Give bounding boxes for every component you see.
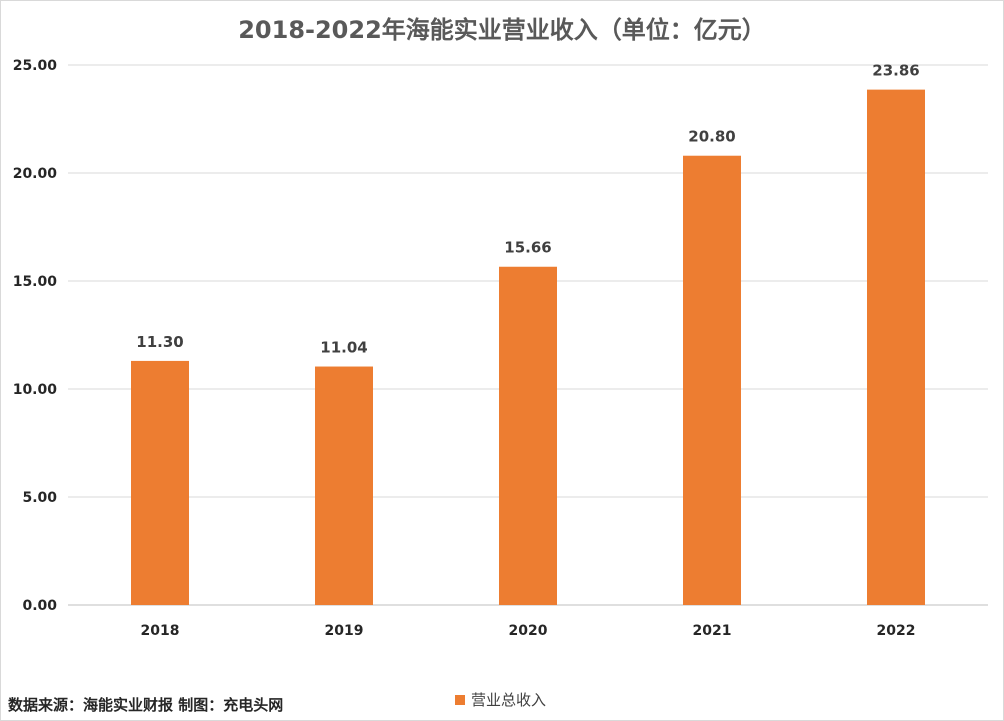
x-tick-label: 2020 bbox=[509, 623, 548, 639]
data-label: 23.86 bbox=[872, 62, 919, 80]
bar bbox=[315, 366, 373, 605]
legend-swatch bbox=[455, 694, 465, 705]
data-label: 11.30 bbox=[136, 333, 183, 351]
data-label: 20.80 bbox=[688, 128, 735, 146]
legend: 营业总收入 bbox=[455, 689, 546, 710]
legend-label: 营业总收入 bbox=[471, 691, 547, 709]
data-label: 11.04 bbox=[320, 339, 367, 357]
y-tick-label: 25.00 bbox=[13, 58, 58, 74]
y-tick-label: 0.00 bbox=[22, 598, 57, 614]
y-tick-label: 10.00 bbox=[13, 382, 58, 398]
x-tick-label: 2022 bbox=[877, 623, 916, 639]
bar bbox=[683, 155, 741, 605]
bar bbox=[131, 360, 189, 605]
y-tick-label: 5.00 bbox=[22, 490, 57, 506]
x-tick-label: 2018 bbox=[141, 623, 180, 639]
bar bbox=[867, 89, 925, 605]
x-tick-label: 2021 bbox=[693, 623, 732, 639]
bar bbox=[499, 266, 557, 605]
y-tick-label: 20.00 bbox=[13, 166, 58, 182]
x-tick-label: 2019 bbox=[325, 623, 364, 639]
y-tick-label: 15.00 bbox=[13, 274, 58, 290]
chart-title: 2018-2022年海能实业营业收入（单位：亿元） bbox=[238, 16, 766, 44]
data-label: 15.66 bbox=[504, 239, 551, 257]
data-source-note: 数据来源：海能实业财报 制图：充电头网 bbox=[8, 696, 284, 714]
